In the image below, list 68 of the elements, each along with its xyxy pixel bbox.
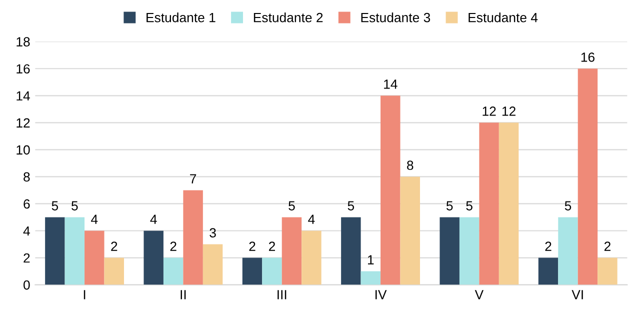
data-label: 5	[564, 201, 572, 210]
bar	[598, 258, 618, 285]
y-tick-label: 10	[16, 145, 30, 155]
bar	[242, 258, 262, 285]
data-label: 5	[52, 201, 58, 210]
data-label: 4	[308, 214, 315, 224]
data-label: 3	[210, 228, 216, 238]
data-label: 5	[446, 201, 453, 210]
data-label: 7	[190, 174, 196, 184]
legend-label: Estudante 4	[468, 12, 538, 22]
data-label: 2	[170, 242, 176, 251]
y-tick-label: 2	[24, 253, 30, 263]
bar	[183, 190, 203, 285]
data-label: 5	[72, 201, 78, 210]
data-label: 4	[150, 214, 157, 224]
bar	[282, 217, 302, 285]
x-tick-label: VI	[572, 290, 583, 300]
data-label: 2	[604, 242, 610, 251]
bar	[558, 217, 578, 285]
bar	[163, 258, 184, 285]
data-label: 5	[288, 201, 295, 210]
x-tick-label: I	[84, 290, 86, 300]
data-label: 4	[91, 214, 98, 224]
bar	[578, 68, 598, 285]
data-label: 2	[545, 242, 552, 251]
y-tick-label: 14	[16, 91, 30, 100]
x-tick-label: III	[278, 290, 286, 300]
data-label: 14	[384, 80, 398, 89]
bar	[538, 258, 558, 285]
data-label: 2	[249, 242, 256, 251]
bar	[64, 217, 85, 285]
bar	[144, 230, 164, 285]
y-tick-label: 18	[16, 37, 30, 47]
x-tick-label: V	[474, 290, 484, 300]
y-tick-label: 16	[16, 64, 30, 74]
data-label: 12	[502, 106, 516, 116]
bar	[479, 122, 499, 285]
legend-label: Estudante 2	[254, 12, 323, 22]
y-tick-label: 6	[24, 199, 30, 209]
data-label: 5	[348, 201, 354, 210]
y-tick-label: 12	[16, 118, 30, 128]
bar	[341, 217, 361, 285]
data-label: 2	[111, 242, 118, 251]
data-label: 2	[268, 242, 276, 251]
bar	[498, 122, 519, 285]
data-label: 1	[368, 255, 374, 264]
bar	[380, 96, 400, 285]
bar	[459, 217, 480, 285]
legend-label: Estudante 1	[146, 12, 216, 22]
y-tick-label: 0	[24, 280, 30, 290]
bar	[400, 176, 420, 285]
bar	[262, 258, 282, 285]
data-label: 12	[482, 106, 496, 116]
x-tick-label: II	[180, 290, 186, 300]
legend-label: Estudante 3	[361, 12, 430, 22]
bar	[360, 271, 381, 285]
y-tick-label: 8	[24, 172, 30, 182]
bar	[202, 244, 223, 285]
y-tick-label: 4	[23, 226, 30, 236]
bar	[45, 217, 65, 285]
bar	[104, 258, 124, 285]
data-label: 8	[407, 160, 414, 170]
bar	[302, 230, 322, 285]
bar	[84, 230, 104, 285]
data-label: 5	[466, 201, 472, 210]
bar	[440, 217, 460, 285]
data-label: 16	[581, 52, 594, 62]
x-tick-label: IV	[376, 290, 387, 300]
